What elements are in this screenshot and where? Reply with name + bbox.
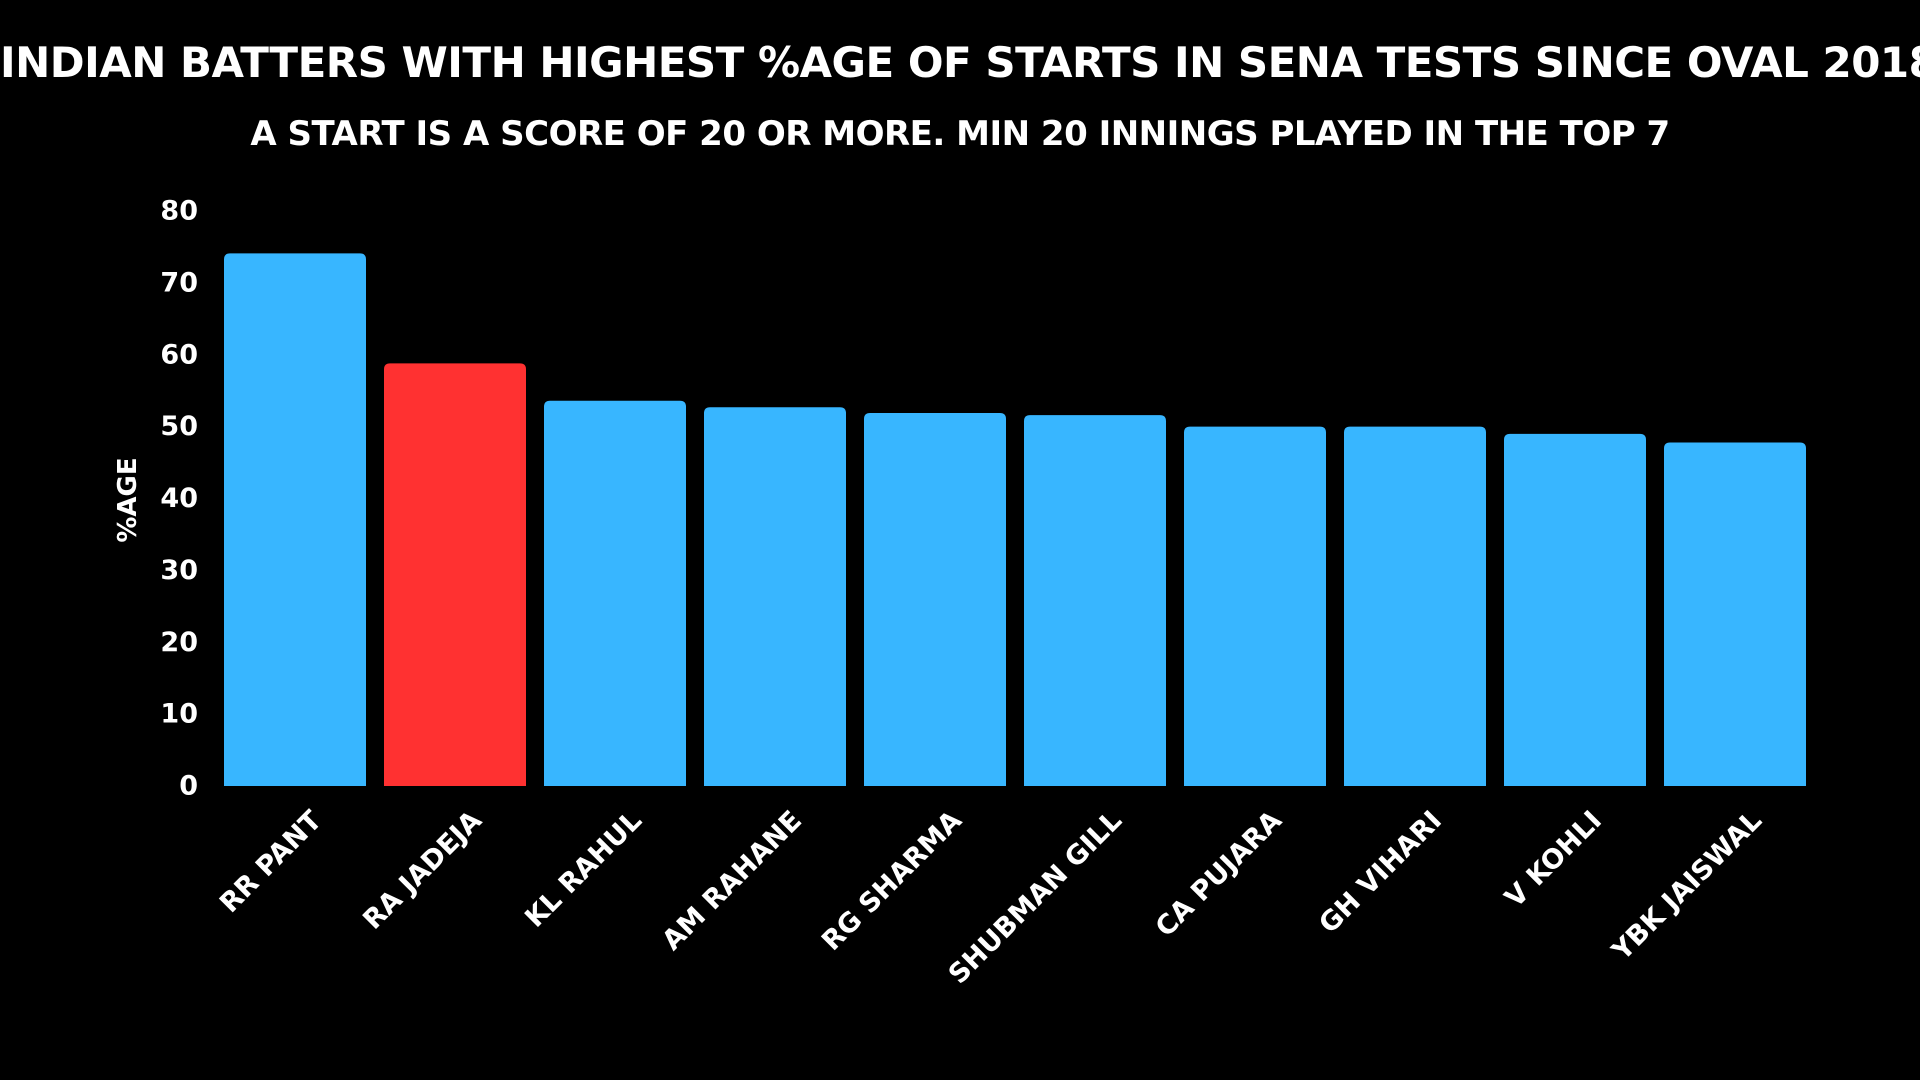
x-axis-labels: RR PANT RA JADEJA KL RAHUL AM RAHANE RG SHAR… <box>214 805 1768 991</box>
x-tick-label: RA JADEJA <box>357 805 488 936</box>
y-axis-label: %age <box>113 457 143 542</box>
y-tick-label: 0 <box>179 771 198 802</box>
x-tick-label: CA PUJARA <box>1150 805 1288 943</box>
y-tick-label: 50 <box>160 411 198 442</box>
chart-title: Indian batters with highest %age of star… <box>0 38 1920 87</box>
y-tick-label: 80 <box>160 196 198 227</box>
bar-am-rahane <box>704 407 846 786</box>
y-axis-ticks: 0 10 20 30 40 50 60 70 80 <box>160 196 198 802</box>
x-tick-label: YBK JAISWAL <box>1606 805 1768 967</box>
bar-v-kohli <box>1504 433 1646 786</box>
bar-gh-vihari <box>1344 426 1486 786</box>
y-tick-label: 10 <box>160 699 198 730</box>
bar-ca-pujara <box>1184 426 1326 786</box>
bar-rr-pant <box>224 253 366 786</box>
x-tick-label: RR PANT <box>214 805 328 919</box>
x-tick-label: V KOHLI <box>1499 805 1608 914</box>
bar-kl-rahul <box>544 400 686 786</box>
y-tick-label: 30 <box>160 555 198 586</box>
y-tick-label: 70 <box>160 267 198 298</box>
bar-ybk-jaiswal <box>1664 442 1806 786</box>
bar-rg-sharma <box>864 412 1006 786</box>
x-tick-label: SHUBMAN GILL <box>943 805 1128 990</box>
x-tick-label: GH VIHARI <box>1313 805 1448 940</box>
bars-group <box>224 253 1806 786</box>
bar-shubman-gill <box>1024 415 1166 786</box>
x-tick-label: AM RAHANE <box>656 805 808 957</box>
x-tick-label: RG SHARMA <box>816 805 968 957</box>
y-tick-label: 60 <box>160 339 198 370</box>
x-tick-label: KL RAHUL <box>519 805 648 934</box>
y-tick-label: 40 <box>160 483 198 514</box>
chart-subtitle: A start is a score of 20 or more. Min 20… <box>250 114 1670 154</box>
bar-ra-jadeja <box>384 363 526 786</box>
y-tick-label: 20 <box>160 627 198 658</box>
